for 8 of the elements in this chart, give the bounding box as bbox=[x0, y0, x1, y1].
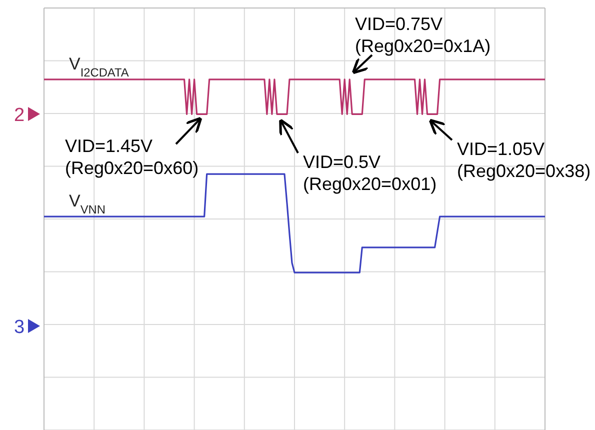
series-label: V$_{I2CDATA}$ bbox=[69, 54, 129, 80]
annotation: VID=1.05V (Reg0x20=0x38) bbox=[457, 139, 591, 181]
text: 2 bbox=[14, 105, 25, 126]
text: 3 bbox=[14, 317, 25, 338]
annotation: VID=1.45V (Reg0x20=0x60) bbox=[65, 136, 199, 178]
annotation: VID=0.5V (Reg0x20=0x01) bbox=[303, 152, 437, 194]
series-label: V$_{VNN}$ bbox=[69, 192, 106, 217]
text: VID=0.75V (Reg0x20=0x1A) bbox=[355, 14, 491, 56]
